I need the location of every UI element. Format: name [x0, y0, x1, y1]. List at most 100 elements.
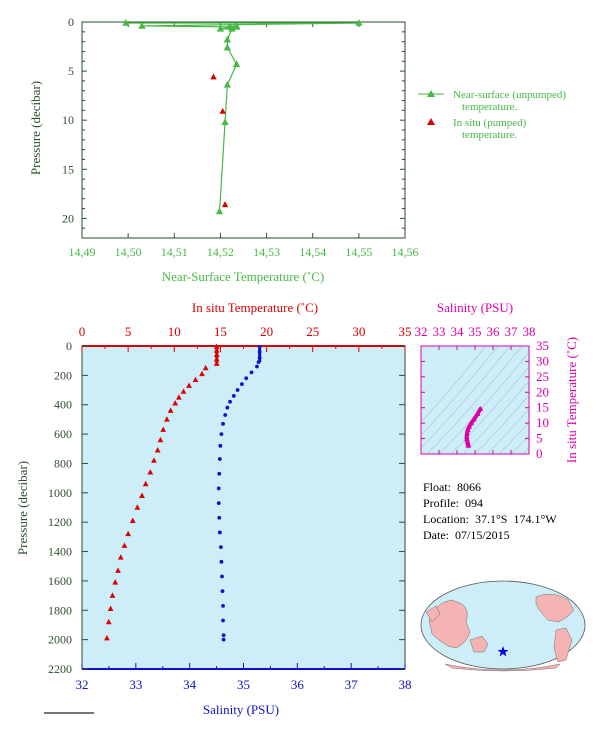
salinity-tick-label: 32: [76, 677, 89, 692]
temperature-point: [176, 394, 182, 400]
salinity-tick-label: 37: [345, 677, 359, 692]
near-surface-ytick-label: 10: [62, 113, 74, 127]
ts-density-contour: [486, 408, 529, 454]
temperature-point: [186, 382, 192, 388]
temperature-point: [142, 480, 149, 487]
salinity-point: [239, 382, 244, 387]
pressure-tick-label: 1800: [48, 603, 72, 617]
ts-density-contour: [421, 346, 499, 436]
salinity-point: [219, 432, 224, 436]
map-land-africa-edge: [425, 605, 441, 623]
ts-xtick-label: 38: [523, 324, 536, 339]
info-profile-value: 094: [465, 496, 483, 510]
info-float: Float: 8066: [423, 480, 481, 495]
map-land-australia: [469, 635, 489, 653]
temperature-point: [121, 542, 128, 548]
near-surface-unpumped-point: [122, 18, 130, 26]
salinity-point: [221, 421, 225, 426]
salinity-point: [221, 633, 226, 638]
near-surface-pumped-point: [219, 107, 226, 114]
ts-ytick-label: 5: [536, 431, 543, 446]
near-surface-xlabel: Near-Surface Temperature (˚C): [162, 269, 324, 284]
ts-ytick-label: 25: [536, 369, 549, 384]
near-surface-xtick-label: 14,55: [345, 245, 372, 259]
salinity-point: [217, 515, 222, 520]
profile-chart: 32 33 34 35 36 37 38 0 5 10 15 20 25 30 35 0 200 400 600 80…: [15, 300, 412, 717]
ts-point: [475, 410, 481, 416]
salinity-point: [218, 443, 223, 448]
pressure-tick-label: 1000: [48, 486, 72, 500]
legend-marker-unpumped: [427, 90, 435, 97]
pressure-tick-label: 2200: [48, 662, 72, 676]
salinity-point: [221, 618, 225, 623]
info-float-value: 8066: [457, 480, 482, 494]
ts-point: [464, 433, 470, 439]
near-surface-xtick-label: 14,53: [253, 245, 280, 259]
near-surface-unpumped-point: [223, 80, 231, 88]
salinity-point: [216, 501, 221, 505]
ts-point: [464, 436, 470, 442]
salinity-point: [231, 394, 236, 398]
temperature-point: [117, 554, 124, 560]
pressure-tick-label: 2000: [48, 633, 72, 647]
temperature-point: [160, 426, 167, 432]
salinity-point: [249, 370, 254, 375]
temperature-point: [139, 492, 145, 498]
salinity-point: [217, 457, 222, 461]
temperature-point: [202, 364, 209, 371]
ts-point: [468, 420, 475, 426]
legend-label-pumped: In situ (pumped): [453, 117, 527, 129]
salinity-point: [223, 413, 228, 417]
info-location-value: 37.1°S 174.1°W: [474, 512, 557, 526]
salinity-point: [255, 364, 259, 369]
temperature-tick-label: 5: [125, 324, 132, 339]
map-land-antarctica: [444, 663, 561, 672]
near-surface-ytick-label: 20: [62, 211, 74, 225]
ts-ytick-label: 20: [536, 384, 549, 399]
ts-density-contour: [474, 394, 529, 454]
pressure-tick-label: 200: [54, 368, 72, 382]
salinity-tick-label: 36: [291, 677, 305, 692]
near-surface-unpumped-point: [232, 60, 241, 68]
ts-xtick-label: 32: [415, 324, 428, 339]
ts-density-contour: [522, 447, 529, 454]
salinity-tick-label: 34: [183, 677, 197, 692]
near-surface-pumped-point: [221, 201, 229, 208]
temperature-point: [192, 376, 199, 383]
temperature-tick-label: 10: [168, 324, 181, 339]
temperature-point: [154, 447, 161, 453]
salinity-point: [217, 471, 222, 476]
near-surface-pumped-point: [210, 73, 217, 80]
salinity-point: [220, 589, 225, 594]
temperature-point: [164, 416, 170, 422]
near-surface-ytick-label: 0: [68, 15, 74, 29]
salinity-point: [244, 376, 249, 381]
temperature-point: [199, 370, 205, 377]
ts-xtick-label: 35: [469, 324, 482, 339]
near-surface-xtick-label: 14,50: [115, 245, 142, 259]
profile-temperature-label: In situ Temperature (˚C): [192, 300, 318, 315]
temperature-point: [180, 388, 187, 394]
legend-label-pumped-cont: temperature.: [462, 129, 518, 141]
pressure-tick-label: 1200: [48, 515, 72, 529]
temperature-point: [172, 400, 179, 406]
ts-density-contour: [426, 346, 523, 454]
pressure-tick-label: 400: [54, 398, 72, 412]
ts-density-contour: [438, 351, 529, 454]
info-location-label: Location:: [423, 512, 469, 526]
near-surface-legend: Near-surface (unpumped) temperature. In …: [418, 89, 566, 141]
ts-density-contours: [421, 346, 529, 454]
ts-point: [471, 416, 477, 422]
info-date-value: 07/15/2015: [455, 528, 510, 542]
temperature-tick-label: 20: [260, 324, 273, 339]
legend-label-unpumped-cont: temperature.: [462, 101, 518, 113]
temperature-tick-label: 0: [79, 324, 86, 339]
pressure-tick-label: 1400: [48, 545, 72, 559]
temperature-tick-label: 15: [214, 324, 227, 339]
salinity-point: [228, 399, 232, 404]
ts-point: [465, 426, 471, 433]
near-surface-unpumped-point: [138, 21, 146, 29]
temperature-point: [109, 592, 116, 598]
info-date-label: Date:: [423, 528, 449, 542]
